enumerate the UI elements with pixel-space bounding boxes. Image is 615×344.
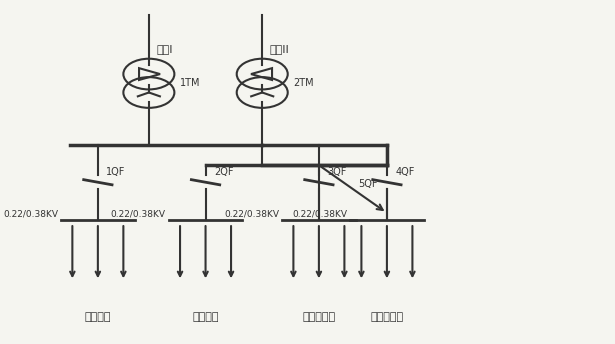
Text: 电源II: 电源II	[270, 44, 290, 54]
Text: 3QF: 3QF	[327, 167, 347, 177]
Text: 1QF: 1QF	[106, 167, 125, 177]
Text: 0.22/0.38KV: 0.22/0.38KV	[292, 209, 347, 218]
Text: 电源I: 电源I	[157, 44, 173, 54]
Text: 非消防负荷: 非消防负荷	[303, 312, 335, 322]
Text: 0.22/0.38KV: 0.22/0.38KV	[224, 209, 279, 218]
Text: 1TM: 1TM	[180, 78, 200, 88]
Text: 消防负荷: 消防负荷	[192, 312, 219, 322]
Text: 2QF: 2QF	[214, 167, 234, 177]
Text: 0.22/0.38KV: 0.22/0.38KV	[3, 209, 58, 218]
Text: 4QF: 4QF	[395, 167, 415, 177]
Text: 2TM: 2TM	[293, 78, 314, 88]
Text: 0.22/0.38KV: 0.22/0.38KV	[111, 209, 166, 218]
Text: 消防负荷: 消防负荷	[85, 312, 111, 322]
Text: 5QF: 5QF	[359, 179, 378, 189]
Text: 非消防负荷: 非消防负荷	[370, 312, 403, 322]
